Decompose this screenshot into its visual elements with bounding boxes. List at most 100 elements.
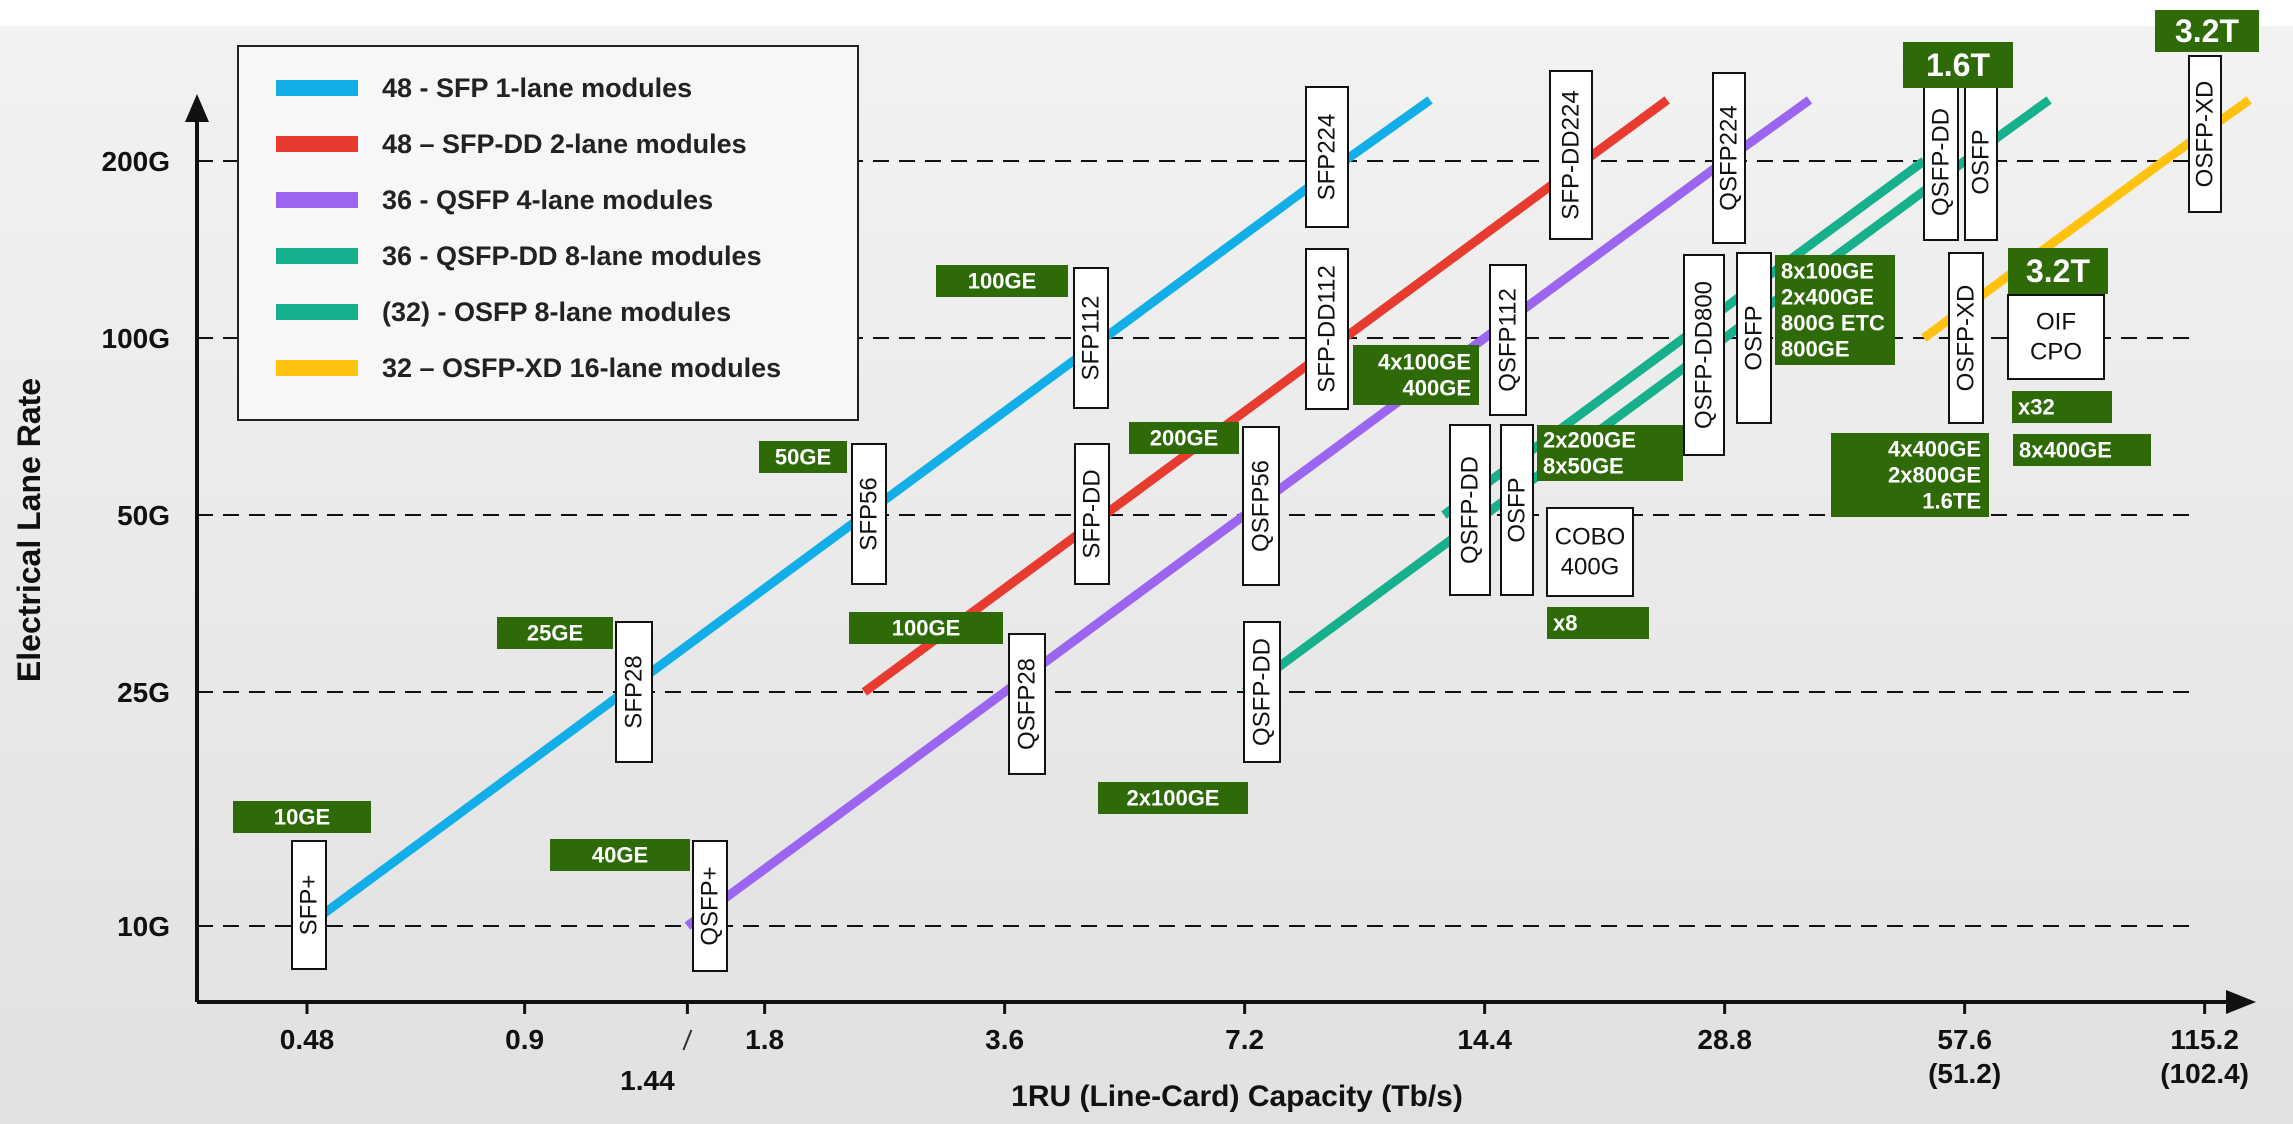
module-box-frame: [1964, 83, 1998, 241]
module-box-frame: [1489, 264, 1527, 416]
y-axis-arrow: [185, 94, 209, 122]
x-tick-label: 1.8: [745, 1024, 784, 1055]
annotation-tag-text: 2x100GE: [1127, 786, 1220, 811]
annotation-tag: 2x100GE: [1098, 782, 1248, 814]
annotation-tag-text: 3.2T: [2175, 13, 2239, 49]
annotation-tag-text: 3.2T: [2026, 253, 2090, 289]
module-box: OSFP-XD: [2188, 55, 2222, 213]
module-box: OSFP: [1500, 424, 1534, 596]
legend-label: 48 - SFP 1-lane modules: [382, 73, 692, 103]
module-box-frame: [1683, 254, 1725, 456]
series-line: [304, 96, 1433, 930]
annotation-tag: 10GE: [233, 801, 371, 833]
x-tick-label: 28.8: [1697, 1024, 1752, 1055]
annotation-tag-text: 50GE: [775, 445, 831, 470]
y-axis-label: Electrical Lane Rate: [11, 378, 47, 682]
annotation-tag-text: 2x200GE: [1543, 428, 1636, 453]
annotation-tag-text: 800G ETC: [1781, 311, 1885, 336]
module-box-frame: [1500, 424, 1534, 596]
module-box: QSFP-DD800: [1683, 254, 1725, 456]
info-box-frame: [1546, 507, 1634, 597]
module-box-label: QSFP112: [1495, 288, 1522, 392]
module-box-frame: [291, 840, 327, 970]
annotation-tag: 3.2T: [2155, 10, 2259, 52]
annotation-tag: 200GE: [1129, 422, 1239, 454]
annotation-tag-bg: [1098, 782, 1248, 814]
x-tick-label: 0.9: [505, 1024, 544, 1055]
annotation-tag: 100GE: [849, 612, 1003, 644]
module-box: SFP-DD: [1074, 443, 1110, 585]
annotation-tag-text: 40GE: [592, 843, 648, 868]
module-box-label: QSFP-DD800: [1691, 281, 1718, 429]
y-tick-label: 100G: [102, 323, 171, 354]
legend-label: 36 - QSFP 4-lane modules: [382, 185, 713, 215]
x-tick-label: 115.2: [2170, 1024, 2239, 1055]
legend-label: 48 – SFP-DD 2-lane modules: [382, 129, 747, 159]
annotation-tag-bg: [2155, 10, 2259, 52]
module-box: QSFP56: [1242, 426, 1280, 586]
module-box: QSFP224: [1712, 72, 1746, 244]
module-box: SFP-DD224: [1549, 70, 1593, 240]
module-box-frame: [1073, 267, 1109, 409]
module-box-label: OSFP: [1968, 129, 1995, 194]
info-box-text: COBO: [1555, 524, 1626, 551]
annotation-tag-text: 800GE: [1781, 337, 1850, 362]
annotation-tag-text: x32: [2018, 395, 2055, 420]
module-box-frame: [851, 443, 887, 585]
annotation-tag: 1.6T: [1903, 42, 2013, 88]
info-box-frame: [2007, 294, 2105, 380]
x-axis-arrow: [2226, 990, 2256, 1014]
module-box-label: QSFP-DD: [1928, 108, 1955, 216]
module-box-label: QSFP-DD: [1249, 638, 1276, 746]
module-box-label: SFP112: [1078, 296, 1105, 381]
x-tick-label: 7.2: [1225, 1024, 1264, 1055]
module-box: OSFP: [1736, 252, 1772, 424]
module-box-frame: [1243, 621, 1281, 763]
info-box-text: OIF: [2036, 309, 2076, 336]
module-box-label: SFP+: [296, 875, 323, 936]
module-box-label: OSFP-XD: [1953, 285, 1980, 392]
module-box-frame: [615, 621, 653, 763]
module-box-label: QSFP28: [1014, 658, 1041, 750]
annotation-tag-bg: [2012, 391, 2112, 423]
module-box-label: QSFP224: [1716, 105, 1743, 210]
annotation-tag-bg: [1775, 255, 1895, 365]
module-box: SFP224: [1305, 86, 1349, 228]
module-box-label: SFP56: [856, 477, 883, 550]
annotation-tag-bg: [759, 441, 847, 473]
module-box: QSFP28: [1008, 633, 1046, 775]
annotation-tag: 25GE: [497, 617, 613, 649]
legend-swatch: [276, 136, 358, 152]
annotation-tag: x8: [1547, 607, 1649, 639]
annotation-tag: 8x400GE: [2013, 434, 2151, 466]
module-box-frame: [2188, 55, 2222, 213]
module-box-label: QSFP56: [1248, 460, 1275, 552]
y-tick-label: 25G: [117, 677, 170, 708]
annotation-tag-bg: [550, 839, 690, 871]
module-box-frame: [692, 840, 728, 972]
annotation-tag-text: 8x50GE: [1543, 454, 1624, 479]
annotation-tag: 40GE: [550, 839, 690, 871]
legend-swatch: [276, 360, 358, 376]
annotation-tag-text: 400GE: [1403, 376, 1472, 401]
module-box-frame: [1736, 252, 1772, 424]
module-box: OSFP: [1964, 83, 1998, 241]
annotation-tag-text: 2x400GE: [1781, 285, 1874, 310]
legend: 48 - SFP 1-lane modules 48 – SFP-DD 2-lan…: [237, 45, 859, 421]
module-box: SFP-DD112: [1305, 248, 1349, 410]
annotation-tag-bg: [1353, 345, 1479, 405]
module-box: SFP+: [291, 840, 327, 970]
module-box-frame: [1305, 248, 1349, 410]
module-box-frame: [1242, 426, 1280, 586]
annotation-tag-bg: [936, 265, 1068, 297]
annotation-tag-text: 25GE: [527, 621, 583, 646]
annotation-tag-text: 4x100GE: [1378, 350, 1471, 375]
x-tick-label: 3.6: [985, 1024, 1024, 1055]
legend-swatch: [276, 304, 358, 320]
info-box-text: CPO: [2030, 339, 2082, 366]
